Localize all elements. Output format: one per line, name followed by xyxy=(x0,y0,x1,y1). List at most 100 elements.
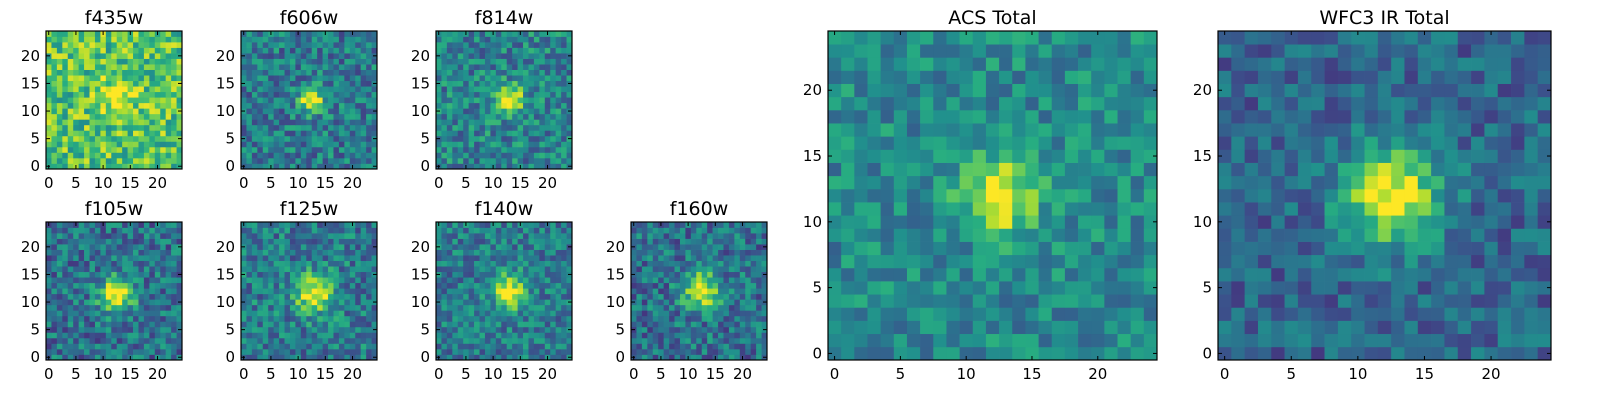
heatmap-cell xyxy=(62,222,69,228)
heatmap-cell xyxy=(289,135,296,142)
heatmap-cell xyxy=(495,64,502,70)
heatmap-cell xyxy=(745,227,752,234)
heatmap-cell xyxy=(165,222,172,228)
heatmap-cell xyxy=(322,299,329,306)
heatmap-cell xyxy=(300,80,307,87)
heatmap-cell xyxy=(566,288,573,295)
heatmap-cell xyxy=(468,141,475,148)
heatmap-cell xyxy=(328,299,334,306)
heatmap-cell xyxy=(972,346,987,361)
heatmap-cell xyxy=(495,299,502,306)
heatmap-cell xyxy=(62,31,69,37)
heatmap-cell xyxy=(463,108,469,115)
heatmap-cell xyxy=(262,260,269,267)
heatmap-cell xyxy=(116,304,123,311)
heatmap-cell xyxy=(311,157,318,164)
heatmap-cell xyxy=(165,288,172,295)
heatmap-cell xyxy=(663,227,670,234)
heatmap-cell xyxy=(555,135,562,142)
heatmap-cell xyxy=(241,113,247,120)
heatmap-cell xyxy=(1091,333,1105,348)
heatmap-cell xyxy=(495,42,502,48)
heatmap-cell xyxy=(251,97,258,104)
heatmap-cell xyxy=(246,75,253,82)
heatmap-cell xyxy=(999,346,1013,361)
heatmap-cell xyxy=(854,281,868,295)
heatmap-cell xyxy=(506,75,513,82)
heatmap-cell xyxy=(322,80,329,87)
heatmap-cell xyxy=(328,266,334,273)
heatmap-cell xyxy=(718,310,724,317)
heatmap-cell xyxy=(171,255,177,261)
heatmap-cell xyxy=(257,354,264,361)
heatmap-cell xyxy=(446,91,453,98)
heatmap-cell xyxy=(46,304,52,311)
heatmap-cell xyxy=(512,315,518,322)
heatmap-cell xyxy=(561,354,567,361)
heatmap-cell xyxy=(972,307,987,321)
heatmap-cell xyxy=(734,332,741,339)
heatmap-cell xyxy=(501,249,508,256)
heatmap-cell xyxy=(241,64,247,70)
heatmap-cell xyxy=(1091,215,1105,229)
heatmap-cell xyxy=(512,282,518,289)
heatmap-cell xyxy=(452,157,459,164)
heatmap-cell xyxy=(344,157,351,164)
heatmap-cell xyxy=(241,332,247,339)
heatmap-cell xyxy=(338,47,345,54)
heatmap-cell xyxy=(854,254,868,269)
heatmap-cell xyxy=(116,227,123,234)
heatmap-cell xyxy=(468,227,475,234)
heatmap-cell xyxy=(127,146,134,153)
heatmap-cell xyxy=(111,354,118,361)
heatmap-cell xyxy=(1012,281,1026,295)
heatmap-cell xyxy=(1012,320,1026,335)
heatmap-cell xyxy=(933,202,947,216)
heatmap-cell xyxy=(463,157,469,164)
heatmap-cell xyxy=(116,69,123,76)
heatmap-cell xyxy=(696,299,703,306)
heatmap-cell xyxy=(89,282,96,289)
heatmap-cell xyxy=(105,354,112,361)
heatmap-cell xyxy=(474,304,480,311)
heatmap-cell xyxy=(94,102,101,109)
x-tick-label: 0 xyxy=(239,174,249,192)
heatmap-cell xyxy=(550,271,557,278)
heatmap-cell xyxy=(300,75,307,82)
heatmap-cell xyxy=(333,135,340,142)
x-tick-label: 10 xyxy=(289,174,308,192)
heatmap-cell xyxy=(658,249,664,256)
y-tick-label: 5 xyxy=(30,321,40,339)
heatmap-cell xyxy=(495,119,502,126)
heatmap-cell xyxy=(457,146,464,153)
heatmap-cell xyxy=(73,91,79,98)
heatmap-cell xyxy=(457,36,464,43)
heatmap-cell xyxy=(160,135,167,142)
heatmap-cell xyxy=(127,47,134,54)
heatmap-cell xyxy=(1051,307,1066,321)
heatmap-cell xyxy=(246,282,253,289)
heatmap-cell xyxy=(338,288,345,295)
heatmap-cell xyxy=(251,255,258,261)
heatmap-cell xyxy=(723,343,730,350)
heatmap-cell xyxy=(707,222,713,228)
heatmap-cell xyxy=(317,271,323,278)
heatmap-cell xyxy=(94,141,101,148)
heatmap-cell xyxy=(268,135,274,142)
heatmap-cell xyxy=(663,288,670,295)
heatmap-cell xyxy=(67,288,74,295)
heatmap-cell xyxy=(647,343,654,350)
heatmap-cell xyxy=(295,315,302,322)
heatmap-cell xyxy=(544,255,551,261)
heatmap-cell xyxy=(474,124,480,131)
heatmap-cell xyxy=(165,255,172,261)
heatmap-cell xyxy=(241,260,247,267)
heatmap-cell xyxy=(360,97,367,104)
heatmap-cell xyxy=(176,227,183,234)
heatmap-cell xyxy=(946,175,960,190)
heatmap-cell xyxy=(143,266,150,273)
heatmap-cell xyxy=(138,354,145,361)
heatmap-cell xyxy=(89,315,96,322)
heatmap-cell xyxy=(550,354,557,361)
heatmap-cell xyxy=(366,31,372,37)
